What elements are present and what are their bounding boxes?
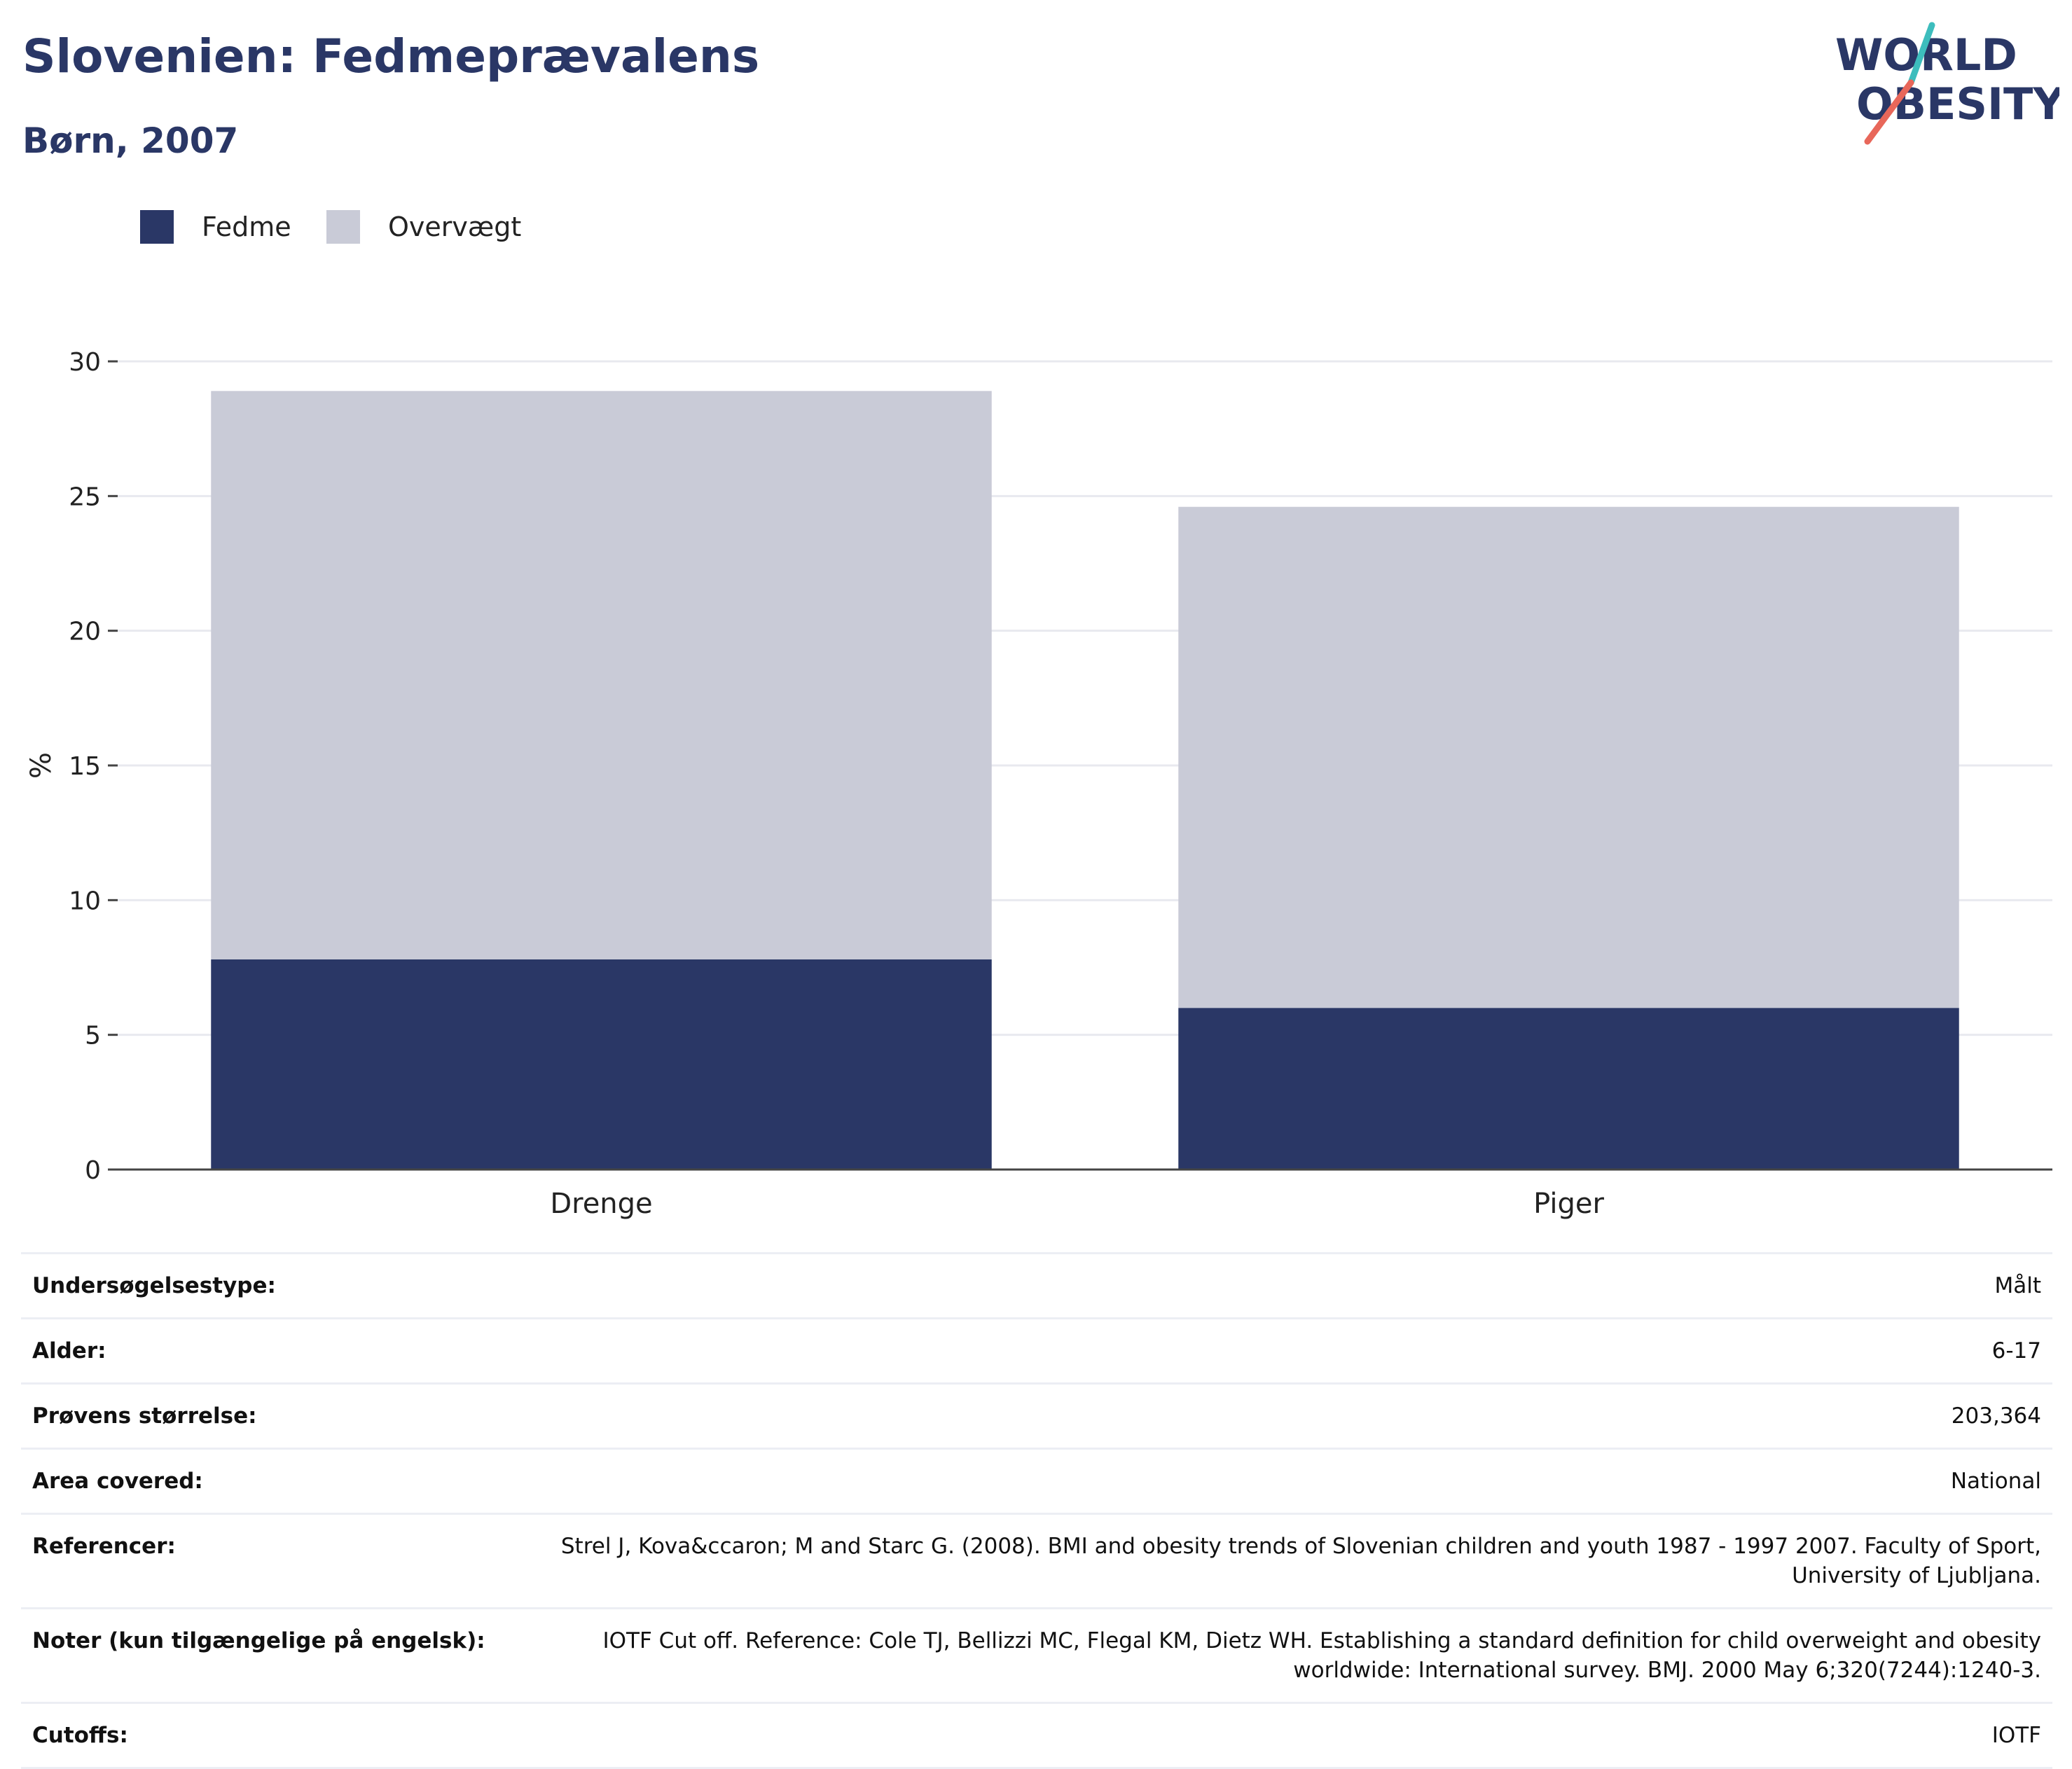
- info-value: IOTF: [1991, 1723, 2041, 1748]
- info-row: Cutoffs: IOTF: [21, 1702, 2052, 1768]
- info-value: IOTF Cut off. Reference: Cole TJ, Belliz…: [602, 1628, 2041, 1683]
- bar-overvaegt-piger: [1178, 506, 1959, 1008]
- info-row: Noter (kun tilgængelige på engelsk): IOTF…: [21, 1608, 2052, 1703]
- info-key: Referencer:: [32, 1534, 176, 1559]
- info-row: Prøvens størrelse: 203,364: [21, 1383, 2052, 1449]
- y-axis-title: %: [25, 752, 57, 779]
- y-tick-label: 10: [69, 887, 101, 915]
- y-tick-label: 5: [85, 1022, 101, 1050]
- x-category-label: Piger: [1533, 1188, 1604, 1220]
- legend-label-overvaegt: Overvægt: [388, 211, 522, 242]
- logo-teal-slash: [1907, 22, 1935, 86]
- y-tick-label: 25: [69, 483, 101, 511]
- bar-fedme-drenge: [211, 959, 992, 1170]
- info-value: 6-17: [1991, 1338, 2041, 1364]
- y-tick-label: 15: [69, 752, 101, 781]
- survey-info-table: Undersøgelsestype: Målt Alder: 6-17 Prøvens …: [21, 1252, 2052, 1769]
- legend-swatch-fedme: [140, 210, 174, 244]
- info-key: Area covered:: [32, 1469, 203, 1494]
- info-value: 203,364: [1951, 1403, 2041, 1429]
- info-value: Strel J, Kova&ccaron; M and Starc G. (20…: [560, 1534, 2041, 1588]
- x-category-label: Drenge: [550, 1188, 652, 1220]
- info-row: Alder: 6-17: [21, 1318, 2052, 1384]
- info-key: Cutoffs:: [32, 1723, 128, 1748]
- info-value: Målt: [1994, 1273, 2041, 1298]
- info-row: Undersøgelsestype: Målt: [21, 1253, 2052, 1319]
- info-key: Noter (kun tilgængelige på engelsk):: [32, 1628, 485, 1653]
- bar-chart: 0 5 10 15 20 25 30% Drenge Piger: [25, 348, 2052, 1220]
- info-row: Area covered: National: [21, 1448, 2052, 1514]
- info-row: Referencer: Strel J, Kova&ccaron; M and S…: [21, 1513, 2052, 1609]
- world-obesity-logo: WORLD OBESITY: [1835, 22, 2059, 145]
- info-key: Alder:: [32, 1338, 106, 1364]
- logo-text-obesity: OBESITY: [1856, 78, 2059, 130]
- y-tick-label: 20: [69, 618, 101, 646]
- bar-overvaegt-drenge: [211, 391, 992, 959]
- y-tick-label: 30: [69, 348, 101, 377]
- info-key: Prøvens størrelse:: [32, 1403, 257, 1429]
- chart-subtitle: Børn, 2007: [22, 120, 239, 161]
- legend-label-fedme: Fedme: [202, 211, 291, 242]
- legend-swatch-overvaegt: [326, 210, 360, 244]
- bar-fedme-piger: [1178, 1008, 1959, 1170]
- logo-coral-slash: [1864, 79, 1914, 145]
- info-key: Undersøgelsestype:: [32, 1273, 276, 1298]
- y-tick-label: 0: [85, 1156, 101, 1185]
- info-value: National: [1950, 1469, 2041, 1494]
- chart-title: Slovenien: Fedmeprævalens: [22, 29, 760, 83]
